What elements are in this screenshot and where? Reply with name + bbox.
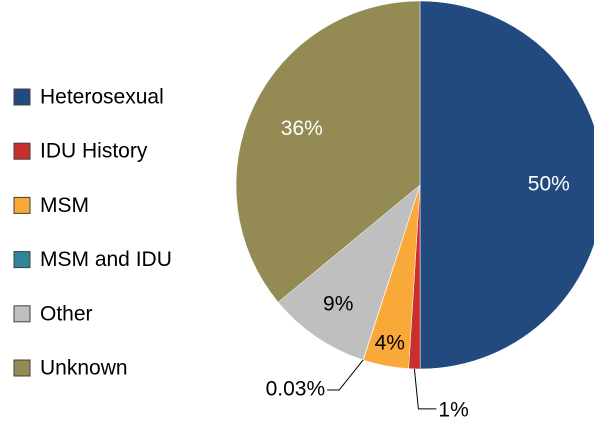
- legend-label: MSM and IDU: [40, 248, 172, 271]
- data-label: 9%: [323, 293, 353, 316]
- legend-swatch: [13, 142, 31, 160]
- data-label: 4%: [375, 332, 405, 355]
- pie-slice: [235, 0, 421, 303]
- legend-swatch: [13, 196, 31, 214]
- data-label: 36%: [281, 117, 323, 140]
- legend-swatch: [13, 88, 31, 106]
- data-label: 1%: [438, 398, 468, 421]
- leader-line: [413, 368, 437, 410]
- legend-swatch: [13, 305, 31, 323]
- legend-label: Unknown: [40, 357, 128, 380]
- pie-slice: [277, 184, 421, 361]
- pie-slice: [419, 0, 594, 370]
- leader-line: [327, 359, 364, 391]
- data-label: 50%: [528, 172, 570, 195]
- legend-swatch: [13, 251, 31, 269]
- legend-label: Heterosexual: [40, 86, 164, 109]
- legend-label: MSM: [40, 194, 89, 217]
- legend-swatch: [13, 359, 31, 377]
- legend-label: IDU History: [40, 140, 148, 163]
- legend-label: Other: [40, 302, 93, 325]
- data-label: 0.03%: [266, 378, 326, 401]
